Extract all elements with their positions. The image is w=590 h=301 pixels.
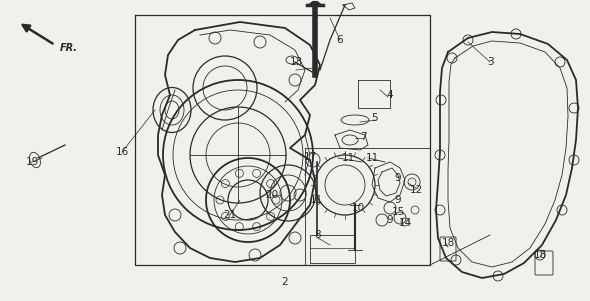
Text: 18: 18 <box>441 238 455 248</box>
Text: 11: 11 <box>309 195 323 205</box>
Text: 4: 4 <box>386 90 394 100</box>
Text: 6: 6 <box>337 35 343 45</box>
Text: 14: 14 <box>398 218 412 228</box>
Text: 13: 13 <box>289 57 303 67</box>
Text: 9: 9 <box>395 195 401 205</box>
Text: 5: 5 <box>372 113 378 123</box>
Text: 18: 18 <box>533 250 546 260</box>
Text: 8: 8 <box>314 230 322 240</box>
Text: 3: 3 <box>487 57 493 67</box>
Text: 10: 10 <box>352 203 365 213</box>
Text: 2: 2 <box>281 277 289 287</box>
Text: 16: 16 <box>116 147 129 157</box>
Text: 12: 12 <box>409 185 422 195</box>
Text: 7: 7 <box>360 132 366 142</box>
Text: FR.: FR. <box>60 43 78 53</box>
Text: 11: 11 <box>342 153 355 163</box>
Text: 9: 9 <box>386 215 394 225</box>
Text: 11: 11 <box>365 153 379 163</box>
Text: 9: 9 <box>395 173 401 183</box>
Text: 21: 21 <box>224 210 237 220</box>
Text: 17: 17 <box>303 152 317 162</box>
Text: 19: 19 <box>25 157 38 167</box>
Text: 15: 15 <box>391 207 405 217</box>
Text: 20: 20 <box>266 190 278 200</box>
